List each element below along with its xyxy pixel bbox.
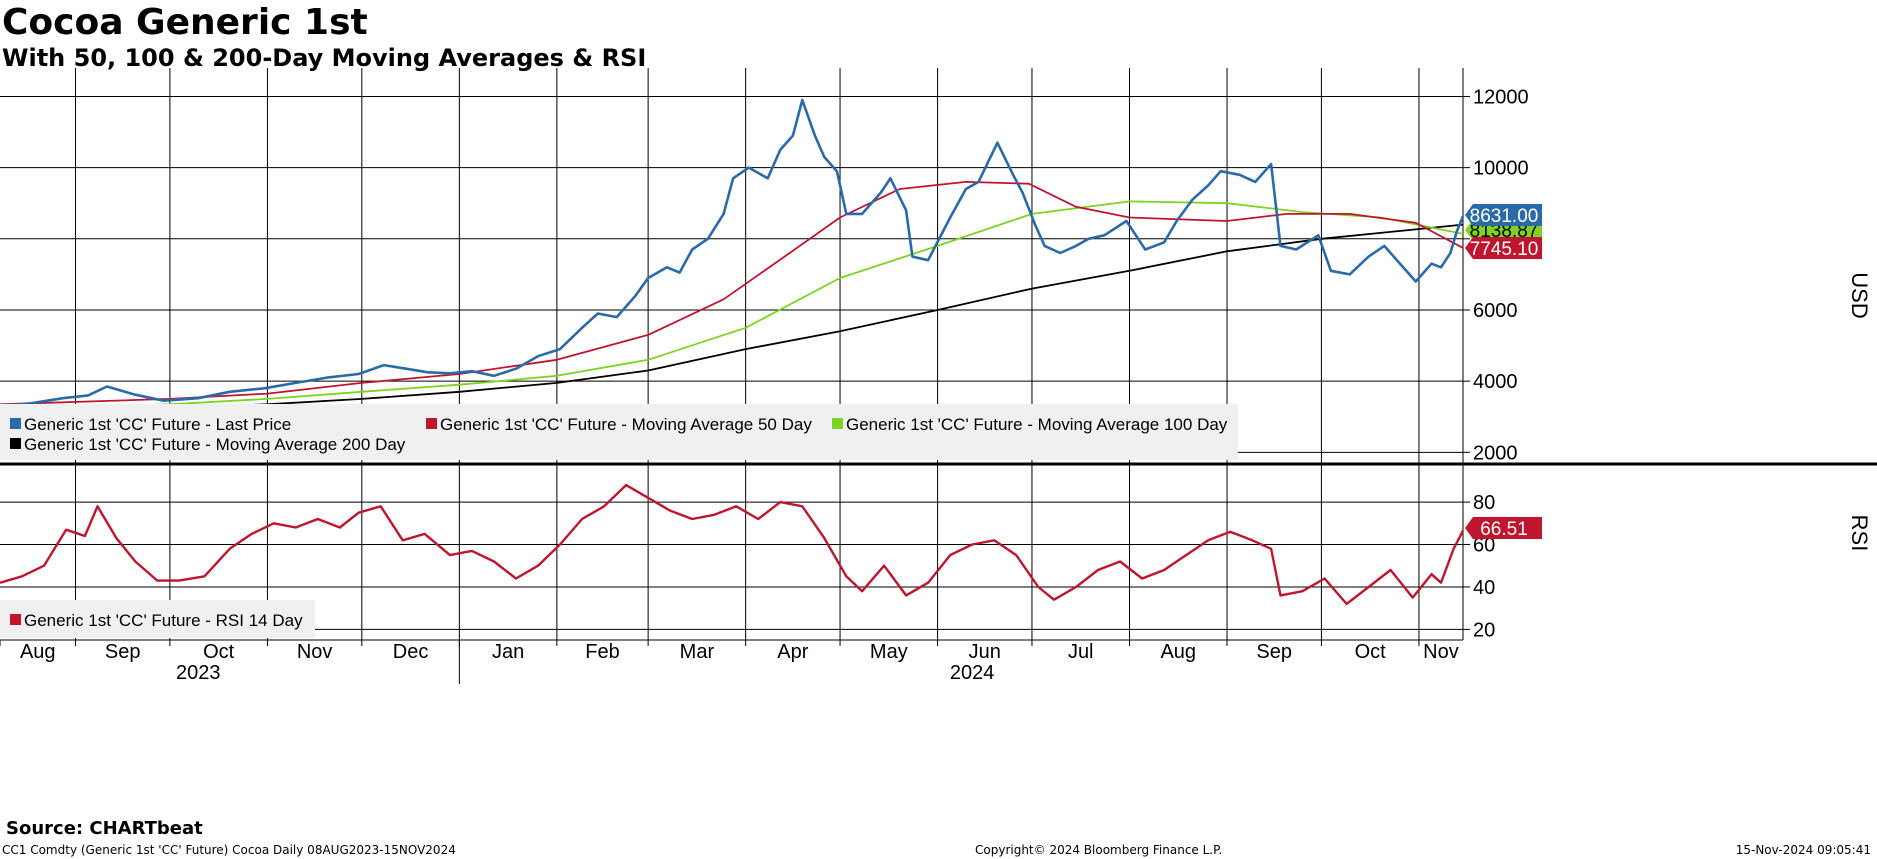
series-lines bbox=[0, 98, 1465, 606]
footer-timestamp: 15-Nov-2024 09:05:41 bbox=[1735, 843, 1871, 857]
legend-label-ma100: Generic 1st 'CC' Future - Moving Average… bbox=[846, 415, 1228, 434]
y-tick-label: 12000 bbox=[1473, 86, 1529, 108]
series-line-price bbox=[0, 98, 1465, 408]
rsi-axis-title: RSI bbox=[1847, 515, 1872, 552]
series-line-ma200 bbox=[0, 223, 1464, 413]
x-tick-label: Oct bbox=[203, 641, 235, 663]
x-tick-label: Jun bbox=[969, 641, 1001, 663]
series-line-rsi bbox=[0, 483, 1465, 606]
legend-swatch-price bbox=[10, 418, 21, 429]
footer-ticker-info: CC1 Comdty (Generic 1st 'CC' Future) Coc… bbox=[2, 843, 456, 857]
chart-subtitle: With 50, 100 & 200-Day Moving Averages &… bbox=[2, 44, 647, 72]
x-tick-label: Apr bbox=[777, 641, 808, 663]
legend-swatch-rsi bbox=[10, 614, 21, 625]
legend-swatch-ma50 bbox=[426, 418, 437, 429]
rsi-tick-label: 80 bbox=[1473, 492, 1495, 514]
last-value-ma100: 8138.87 bbox=[1470, 221, 1539, 242]
x-tick-label: Oct bbox=[1355, 641, 1387, 663]
x-tick-label: Nov bbox=[1423, 641, 1459, 663]
last-value-price-bg bbox=[1465, 204, 1542, 226]
legend-label-ma200: Generic 1st 'CC' Future - Moving Average… bbox=[24, 435, 406, 454]
price-legend-box bbox=[0, 404, 1238, 460]
x-tick-label: Jul bbox=[1068, 641, 1094, 663]
legends: Generic 1st 'CC' Future - Last Price Gene… bbox=[0, 404, 1238, 638]
y-tick-label: 10000 bbox=[1473, 158, 1529, 180]
rsi-tick-label: 40 bbox=[1473, 577, 1495, 599]
rsi-tick-label: 20 bbox=[1473, 619, 1495, 641]
year-label: 2023 bbox=[176, 662, 221, 684]
x-tick-label: Aug bbox=[1160, 641, 1196, 663]
x-tick-label: Sep bbox=[1256, 641, 1292, 663]
y-tick-label: 6000 bbox=[1473, 300, 1518, 322]
x-tick-label: Mar bbox=[680, 641, 715, 663]
x-tick-label: Feb bbox=[585, 641, 619, 663]
chart-title: Cocoa Generic 1st bbox=[2, 2, 368, 43]
last-value-rsi-bg bbox=[1465, 517, 1542, 539]
legend-swatch-ma200 bbox=[10, 438, 21, 449]
year-label: 2024 bbox=[950, 662, 995, 684]
x-tick-label: Dec bbox=[393, 641, 429, 663]
series-line-ma50 bbox=[0, 181, 1464, 406]
y-tick-label: 4000 bbox=[1473, 371, 1518, 393]
series-line-ma100 bbox=[0, 200, 1464, 411]
grid-lines bbox=[0, 68, 1463, 640]
last-value-rsi: 66.51 bbox=[1480, 519, 1528, 540]
footer-copyright: Copyright© 2024 Bloomberg Finance L.P. bbox=[975, 843, 1223, 857]
last-value-ma50: 7745.10 bbox=[1470, 239, 1539, 260]
rsi-tick-label: 60 bbox=[1473, 535, 1495, 557]
x-tick-label: Nov bbox=[297, 641, 333, 663]
last-value-ma50-bg bbox=[1465, 237, 1542, 259]
rsi-legend-box bbox=[0, 600, 315, 638]
legend-label-price: Generic 1st 'CC' Future - Last Price bbox=[24, 415, 291, 434]
x-tick-label: Sep bbox=[105, 641, 141, 663]
legend-label-ma50: Generic 1st 'CC' Future - Moving Average… bbox=[440, 415, 812, 434]
y-tick-label: 2000 bbox=[1473, 442, 1518, 464]
x-tick-label: Aug bbox=[20, 641, 56, 663]
y-axis-title: USD bbox=[1847, 272, 1872, 318]
legend-label-rsi: Generic 1st 'CC' Future - RSI 14 Day bbox=[24, 611, 303, 630]
source-note: Source: CHARTbeat bbox=[6, 818, 203, 839]
x-tick-label: Jan bbox=[492, 641, 524, 663]
x-tick-label: May bbox=[870, 641, 908, 663]
last-value-price: 8631.00 bbox=[1470, 206, 1539, 227]
axes: Aug Sep Oct Nov Dec Jan Feb Mar Apr May Jun Jul Aug S… bbox=[0, 68, 1877, 684]
legend-swatch-ma100 bbox=[832, 418, 843, 429]
